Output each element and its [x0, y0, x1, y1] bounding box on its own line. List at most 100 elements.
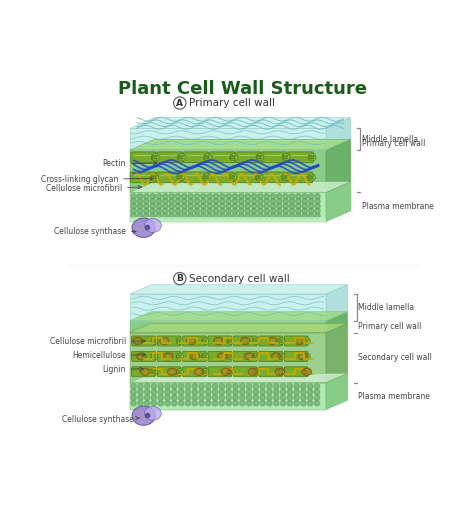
Circle shape [199, 384, 204, 389]
Circle shape [246, 390, 252, 395]
Circle shape [179, 372, 180, 373]
Circle shape [280, 401, 286, 406]
Circle shape [308, 175, 310, 177]
Circle shape [153, 341, 154, 343]
Circle shape [177, 341, 178, 343]
Circle shape [178, 158, 179, 159]
Circle shape [155, 175, 156, 177]
Circle shape [172, 401, 177, 406]
Circle shape [182, 155, 183, 157]
Ellipse shape [203, 174, 210, 181]
Circle shape [194, 203, 200, 209]
Ellipse shape [303, 353, 310, 360]
Circle shape [306, 339, 307, 340]
Circle shape [273, 390, 279, 395]
Circle shape [270, 208, 276, 214]
Circle shape [302, 208, 308, 214]
Circle shape [282, 370, 283, 371]
Circle shape [201, 198, 206, 204]
Circle shape [155, 372, 156, 373]
Circle shape [264, 198, 269, 204]
Ellipse shape [253, 338, 259, 344]
Circle shape [155, 158, 157, 159]
Circle shape [301, 384, 306, 389]
Ellipse shape [176, 369, 183, 375]
Polygon shape [326, 373, 347, 410]
Circle shape [283, 203, 289, 209]
Circle shape [234, 178, 235, 179]
Circle shape [231, 370, 232, 371]
FancyBboxPatch shape [131, 152, 156, 163]
Ellipse shape [255, 174, 263, 181]
Circle shape [260, 384, 265, 389]
Circle shape [307, 357, 308, 358]
Circle shape [260, 175, 261, 177]
FancyBboxPatch shape [132, 336, 155, 346]
Circle shape [205, 175, 207, 177]
Circle shape [207, 175, 209, 177]
Circle shape [284, 178, 285, 179]
Circle shape [151, 372, 153, 373]
Circle shape [239, 213, 244, 218]
Circle shape [177, 175, 179, 177]
Circle shape [282, 339, 283, 340]
Bar [130, 294, 326, 321]
Circle shape [258, 155, 260, 157]
Circle shape [229, 341, 230, 343]
Circle shape [137, 395, 143, 400]
Circle shape [256, 372, 257, 373]
Circle shape [251, 194, 257, 199]
Circle shape [258, 178, 259, 179]
Circle shape [180, 372, 181, 373]
Circle shape [314, 401, 319, 406]
Circle shape [314, 384, 319, 389]
Text: Primary cell wall: Primary cell wall [358, 322, 422, 331]
Circle shape [137, 390, 143, 395]
Circle shape [137, 208, 143, 214]
Circle shape [232, 208, 238, 214]
Circle shape [231, 357, 232, 358]
Circle shape [287, 155, 288, 157]
Ellipse shape [296, 339, 302, 343]
Ellipse shape [256, 154, 264, 161]
Circle shape [231, 339, 232, 340]
Circle shape [180, 155, 181, 157]
Circle shape [226, 194, 231, 199]
Ellipse shape [202, 338, 209, 344]
Circle shape [258, 203, 263, 209]
Circle shape [280, 339, 281, 340]
Circle shape [145, 384, 150, 389]
Circle shape [245, 208, 250, 214]
Text: B: B [176, 274, 183, 283]
Circle shape [308, 178, 310, 179]
Circle shape [260, 158, 262, 159]
Circle shape [192, 395, 197, 400]
Circle shape [206, 158, 207, 159]
Circle shape [287, 158, 288, 159]
Circle shape [131, 208, 137, 214]
Circle shape [278, 370, 280, 371]
Circle shape [306, 355, 307, 356]
Polygon shape [130, 312, 347, 321]
Circle shape [212, 384, 218, 389]
Circle shape [245, 198, 250, 204]
Ellipse shape [151, 353, 158, 360]
FancyBboxPatch shape [182, 351, 206, 361]
Circle shape [163, 194, 168, 199]
Circle shape [255, 357, 256, 358]
Ellipse shape [196, 370, 202, 374]
Circle shape [278, 355, 280, 356]
FancyBboxPatch shape [209, 172, 234, 183]
FancyBboxPatch shape [262, 152, 287, 163]
Circle shape [206, 355, 207, 356]
Polygon shape [130, 323, 347, 332]
Ellipse shape [282, 154, 290, 161]
Circle shape [296, 194, 301, 199]
Circle shape [213, 194, 219, 199]
Text: Cellulose synthase: Cellulose synthase [62, 415, 139, 424]
Circle shape [232, 158, 234, 159]
Circle shape [180, 370, 181, 371]
Circle shape [290, 203, 295, 209]
Circle shape [151, 395, 157, 400]
Circle shape [304, 341, 305, 343]
